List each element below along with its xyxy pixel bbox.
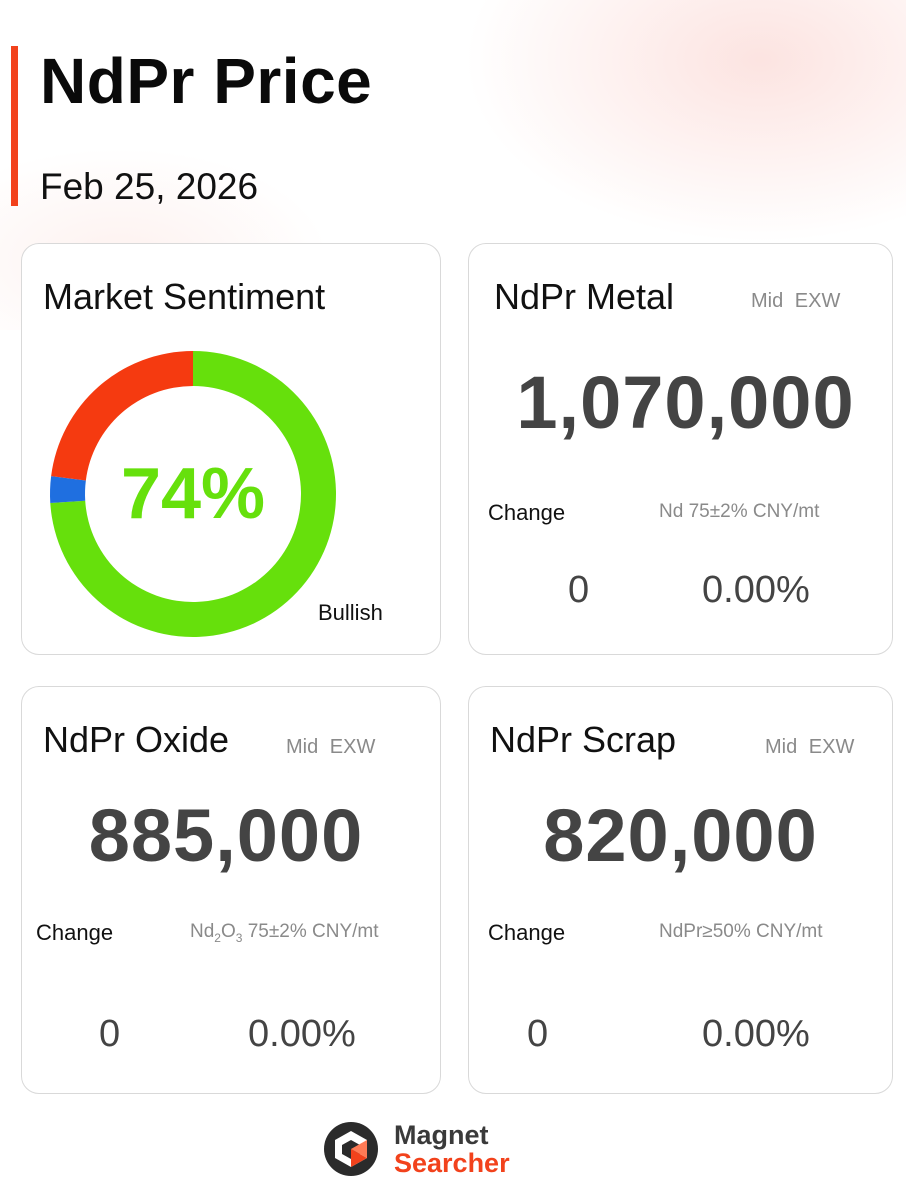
metal-change-pct: 0.00% [702, 569, 810, 611]
brand-name-line2: Searcher [394, 1148, 510, 1178]
scrap-title: NdPr Scrap [490, 719, 677, 760]
brand-name-line1: Magnet [394, 1120, 489, 1150]
metal-title: NdPr Metal [494, 276, 675, 317]
metal-change-abs: 0 [568, 569, 590, 611]
ndpr-scrap-card: NdPr Scrap Mid EXW 820,000 Change NdPr≥5… [468, 686, 893, 1094]
oxide-title: NdPr Oxide [43, 719, 230, 760]
scrap-spec: NdPr≥50% CNY/mt [659, 921, 823, 942]
market-sentiment-card: Market Sentiment 74% Bullish [21, 243, 441, 655]
page-title: NdPr Price [40, 45, 373, 117]
scrap-tag: Mid EXW [765, 736, 855, 758]
metal-tag: Mid EXW [751, 290, 841, 312]
metal-change-label: Change [488, 500, 566, 525]
metal-spec: Nd 75±2% CNY/mt [659, 501, 820, 522]
title-accent-bar [11, 46, 18, 206]
oxide-tag: Mid EXW [286, 736, 376, 758]
sentiment-percent: 74% [120, 454, 266, 534]
magnet-searcher-logo-icon [324, 1122, 378, 1176]
oxide-spec-nd: Nd [190, 921, 215, 942]
oxide-spec-sub-2: 2 [214, 930, 221, 945]
brand-logo: Magnet Searcher [322, 1120, 510, 1178]
oxide-spec-sub-3: 3 [235, 930, 243, 945]
donut-segment-bearish [51, 351, 194, 481]
oxide-change-label: Change [36, 920, 114, 945]
oxide-change-pct: 0.00% [248, 1013, 356, 1055]
scrap-change-label: Change [488, 920, 566, 945]
sentiment-title: Market Sentiment [43, 276, 326, 317]
sentiment-donut-chart [50, 351, 337, 637]
oxide-spec: Nd2O3 75±2% CNY/mt [190, 921, 379, 945]
scrap-change-pct: 0.00% [702, 1013, 810, 1055]
donut-segment-neutral [50, 476, 86, 503]
scrap-price: 820,000 [543, 794, 818, 877]
scrap-change-abs: 0 [527, 1013, 549, 1055]
oxide-spec-rest: 75±2% CNY/mt [242, 921, 379, 942]
oxide-price: 885,000 [88, 794, 364, 877]
ndpr-metal-card: NdPr Metal Mid EXW 1,070,000 Change Nd 7… [468, 243, 893, 655]
sentiment-label: Bullish [318, 600, 383, 625]
oxide-spec-o: O [220, 921, 236, 942]
oxide-change-abs: 0 [99, 1013, 121, 1055]
ndpr-oxide-card: NdPr Oxide Mid EXW 885,000 Change Nd2O3 … [21, 686, 441, 1094]
sentiment-donut: 74% [48, 349, 338, 639]
metal-price: 1,070,000 [516, 361, 855, 444]
page-date: Feb 25, 2026 [40, 166, 259, 207]
